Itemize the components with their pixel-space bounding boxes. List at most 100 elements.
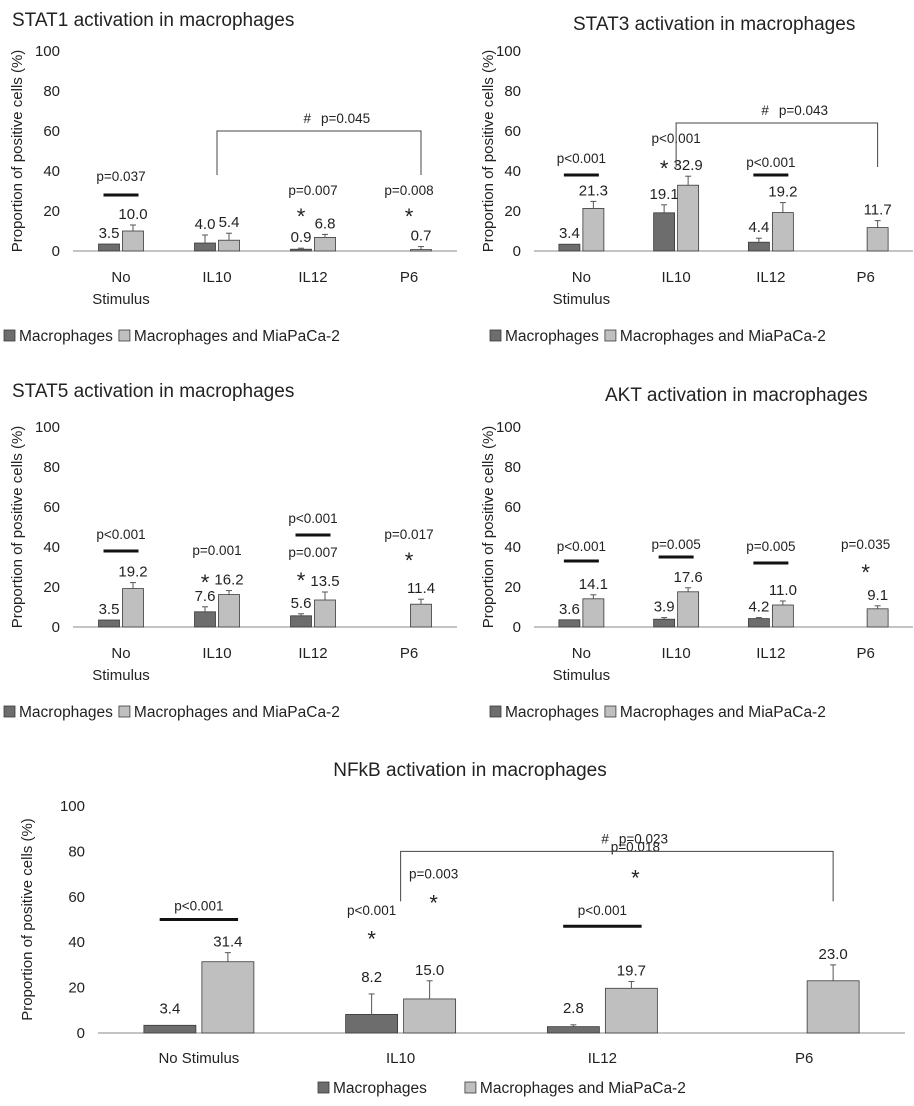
chart-title: STAT3 activation in macrophages bbox=[573, 14, 855, 35]
p-value-label: p<0.001 bbox=[557, 539, 606, 554]
legend-label: Macrophages bbox=[19, 328, 113, 345]
chart-title: AKT activation in macrophages bbox=[605, 385, 868, 406]
chart-panel-5: NFkB activation in macrophages Proportion… bbox=[19, 760, 905, 1097]
bar-macrophages bbox=[194, 242, 216, 252]
data-label: 2.8 bbox=[563, 1000, 584, 1017]
bar-coculture bbox=[314, 599, 336, 628]
legend-swatch bbox=[3, 329, 16, 342]
data-label: 9.1 bbox=[867, 587, 888, 604]
x-category-label: IL10 bbox=[202, 645, 231, 662]
y-tick-label: 0 bbox=[77, 1025, 85, 1042]
x-category-label: IL12 bbox=[756, 645, 785, 662]
y-axis-label: Proportion of positive cells (%) bbox=[480, 426, 497, 629]
hash-marker: # bbox=[761, 103, 769, 118]
y-tick-label: 100 bbox=[496, 419, 521, 436]
y-tick-label: 20 bbox=[68, 980, 85, 997]
p-value-label: p=0.007 bbox=[288, 545, 337, 560]
y-tick-label: 60 bbox=[68, 889, 85, 906]
y-tick-label: 0 bbox=[52, 243, 60, 260]
legend-swatch bbox=[604, 329, 617, 342]
p-value-label: p=0.037 bbox=[96, 169, 145, 184]
legend-swatch bbox=[604, 705, 617, 718]
bar-coculture bbox=[314, 236, 336, 252]
data-label: 6.8 bbox=[315, 215, 336, 232]
data-label: 10.0 bbox=[118, 206, 147, 223]
bar-macrophages bbox=[546, 1026, 600, 1034]
significance-star: * bbox=[201, 570, 210, 595]
y-tick-label: 40 bbox=[43, 163, 60, 180]
bar-coculture bbox=[410, 603, 432, 628]
bar-coculture bbox=[201, 961, 255, 1034]
x-category-label: IL12 bbox=[588, 1050, 617, 1067]
significance-star: * bbox=[631, 865, 640, 890]
legend-label: Macrophages and MiaPaCa-2 bbox=[620, 704, 826, 721]
significance-star: * bbox=[660, 156, 669, 181]
data-label: 5.4 bbox=[219, 214, 240, 231]
x-category-label: IL12 bbox=[298, 645, 327, 662]
data-label: 0.7 bbox=[411, 228, 432, 245]
y-tick-label: 0 bbox=[52, 619, 60, 636]
significance-star: * bbox=[405, 204, 414, 229]
data-label: 3.6 bbox=[559, 601, 580, 618]
bar-coculture bbox=[122, 588, 144, 628]
chart-title: STAT5 activation in macrophages bbox=[12, 381, 294, 402]
x-category-label: P6 bbox=[856, 269, 874, 286]
x-category-label: P6 bbox=[856, 645, 874, 662]
p-value-label: p=0.018 bbox=[611, 839, 660, 854]
x-category-label: No bbox=[111, 645, 130, 662]
x-category-label: No bbox=[572, 269, 591, 286]
p-value-label: p<0.001 bbox=[347, 903, 396, 918]
significance-star: * bbox=[297, 204, 306, 229]
bar-macrophages bbox=[345, 1013, 399, 1034]
data-label: 8.2 bbox=[361, 969, 382, 986]
x-category-label: No bbox=[572, 645, 591, 662]
y-tick-label: 20 bbox=[504, 579, 521, 596]
p-value-label: p=0.001 bbox=[192, 543, 241, 558]
x-category-label: IL10 bbox=[386, 1050, 415, 1067]
x-category-label: Stimulus bbox=[553, 291, 611, 308]
bar-coculture bbox=[582, 598, 605, 628]
data-label: 5.6 bbox=[291, 595, 312, 612]
p-value-label: p=0.005 bbox=[652, 537, 701, 552]
legend-label: Macrophages and MiaPaCa-2 bbox=[134, 704, 340, 721]
bracket-p-value: p=0.023 bbox=[619, 831, 668, 846]
y-axis-label: Proportion of positive cells (%) bbox=[9, 426, 26, 629]
bar-coculture bbox=[866, 608, 889, 628]
legend-label: Macrophages and MiaPaCa-2 bbox=[620, 328, 826, 345]
y-tick-label: 60 bbox=[504, 499, 521, 516]
legend-swatch bbox=[317, 1081, 330, 1094]
legend-label: Macrophages and MiaPaCa-2 bbox=[480, 1080, 686, 1097]
legend-swatch bbox=[3, 705, 16, 718]
data-label: 19.7 bbox=[617, 962, 646, 979]
chart-panel-4: AKT activation in macrophages Proportion … bbox=[480, 385, 913, 721]
bar-coculture bbox=[866, 227, 889, 252]
bar-macrophages bbox=[747, 241, 770, 252]
significance-star: * bbox=[405, 548, 414, 573]
data-label: 3.4 bbox=[159, 1000, 180, 1017]
p-value-label: p=0.035 bbox=[841, 537, 890, 552]
data-label: 23.0 bbox=[819, 946, 848, 963]
y-tick-label: 60 bbox=[43, 123, 60, 140]
bar-coculture bbox=[403, 998, 457, 1034]
legend-label: Macrophages bbox=[333, 1080, 427, 1097]
y-tick-label: 20 bbox=[504, 203, 521, 220]
y-tick-label: 60 bbox=[43, 499, 60, 516]
y-tick-label: 0 bbox=[513, 619, 521, 636]
chart-title: STAT1 activation in macrophages bbox=[12, 10, 294, 31]
p-value-label: p<0.001 bbox=[557, 151, 606, 166]
bar-macrophages bbox=[558, 243, 581, 252]
data-label: 16.2 bbox=[214, 572, 243, 589]
hash-marker: # bbox=[303, 111, 311, 126]
p-value-label: p=0.003 bbox=[409, 867, 458, 882]
bar-macrophages bbox=[290, 248, 312, 252]
p-value-label: p=0.005 bbox=[746, 539, 795, 554]
legend-swatch bbox=[489, 329, 502, 342]
x-category-label: IL10 bbox=[662, 645, 691, 662]
chart-title: NFkB activation in macrophages bbox=[333, 760, 607, 781]
data-label: 4.0 bbox=[195, 216, 216, 233]
data-label: 4.2 bbox=[748, 599, 769, 616]
significance-star: * bbox=[297, 568, 306, 593]
bracket-p-value: p=0.043 bbox=[779, 103, 828, 118]
x-category-label: IL10 bbox=[662, 269, 691, 286]
y-axis-label: Proportion of positive cells (%) bbox=[19, 818, 36, 1021]
